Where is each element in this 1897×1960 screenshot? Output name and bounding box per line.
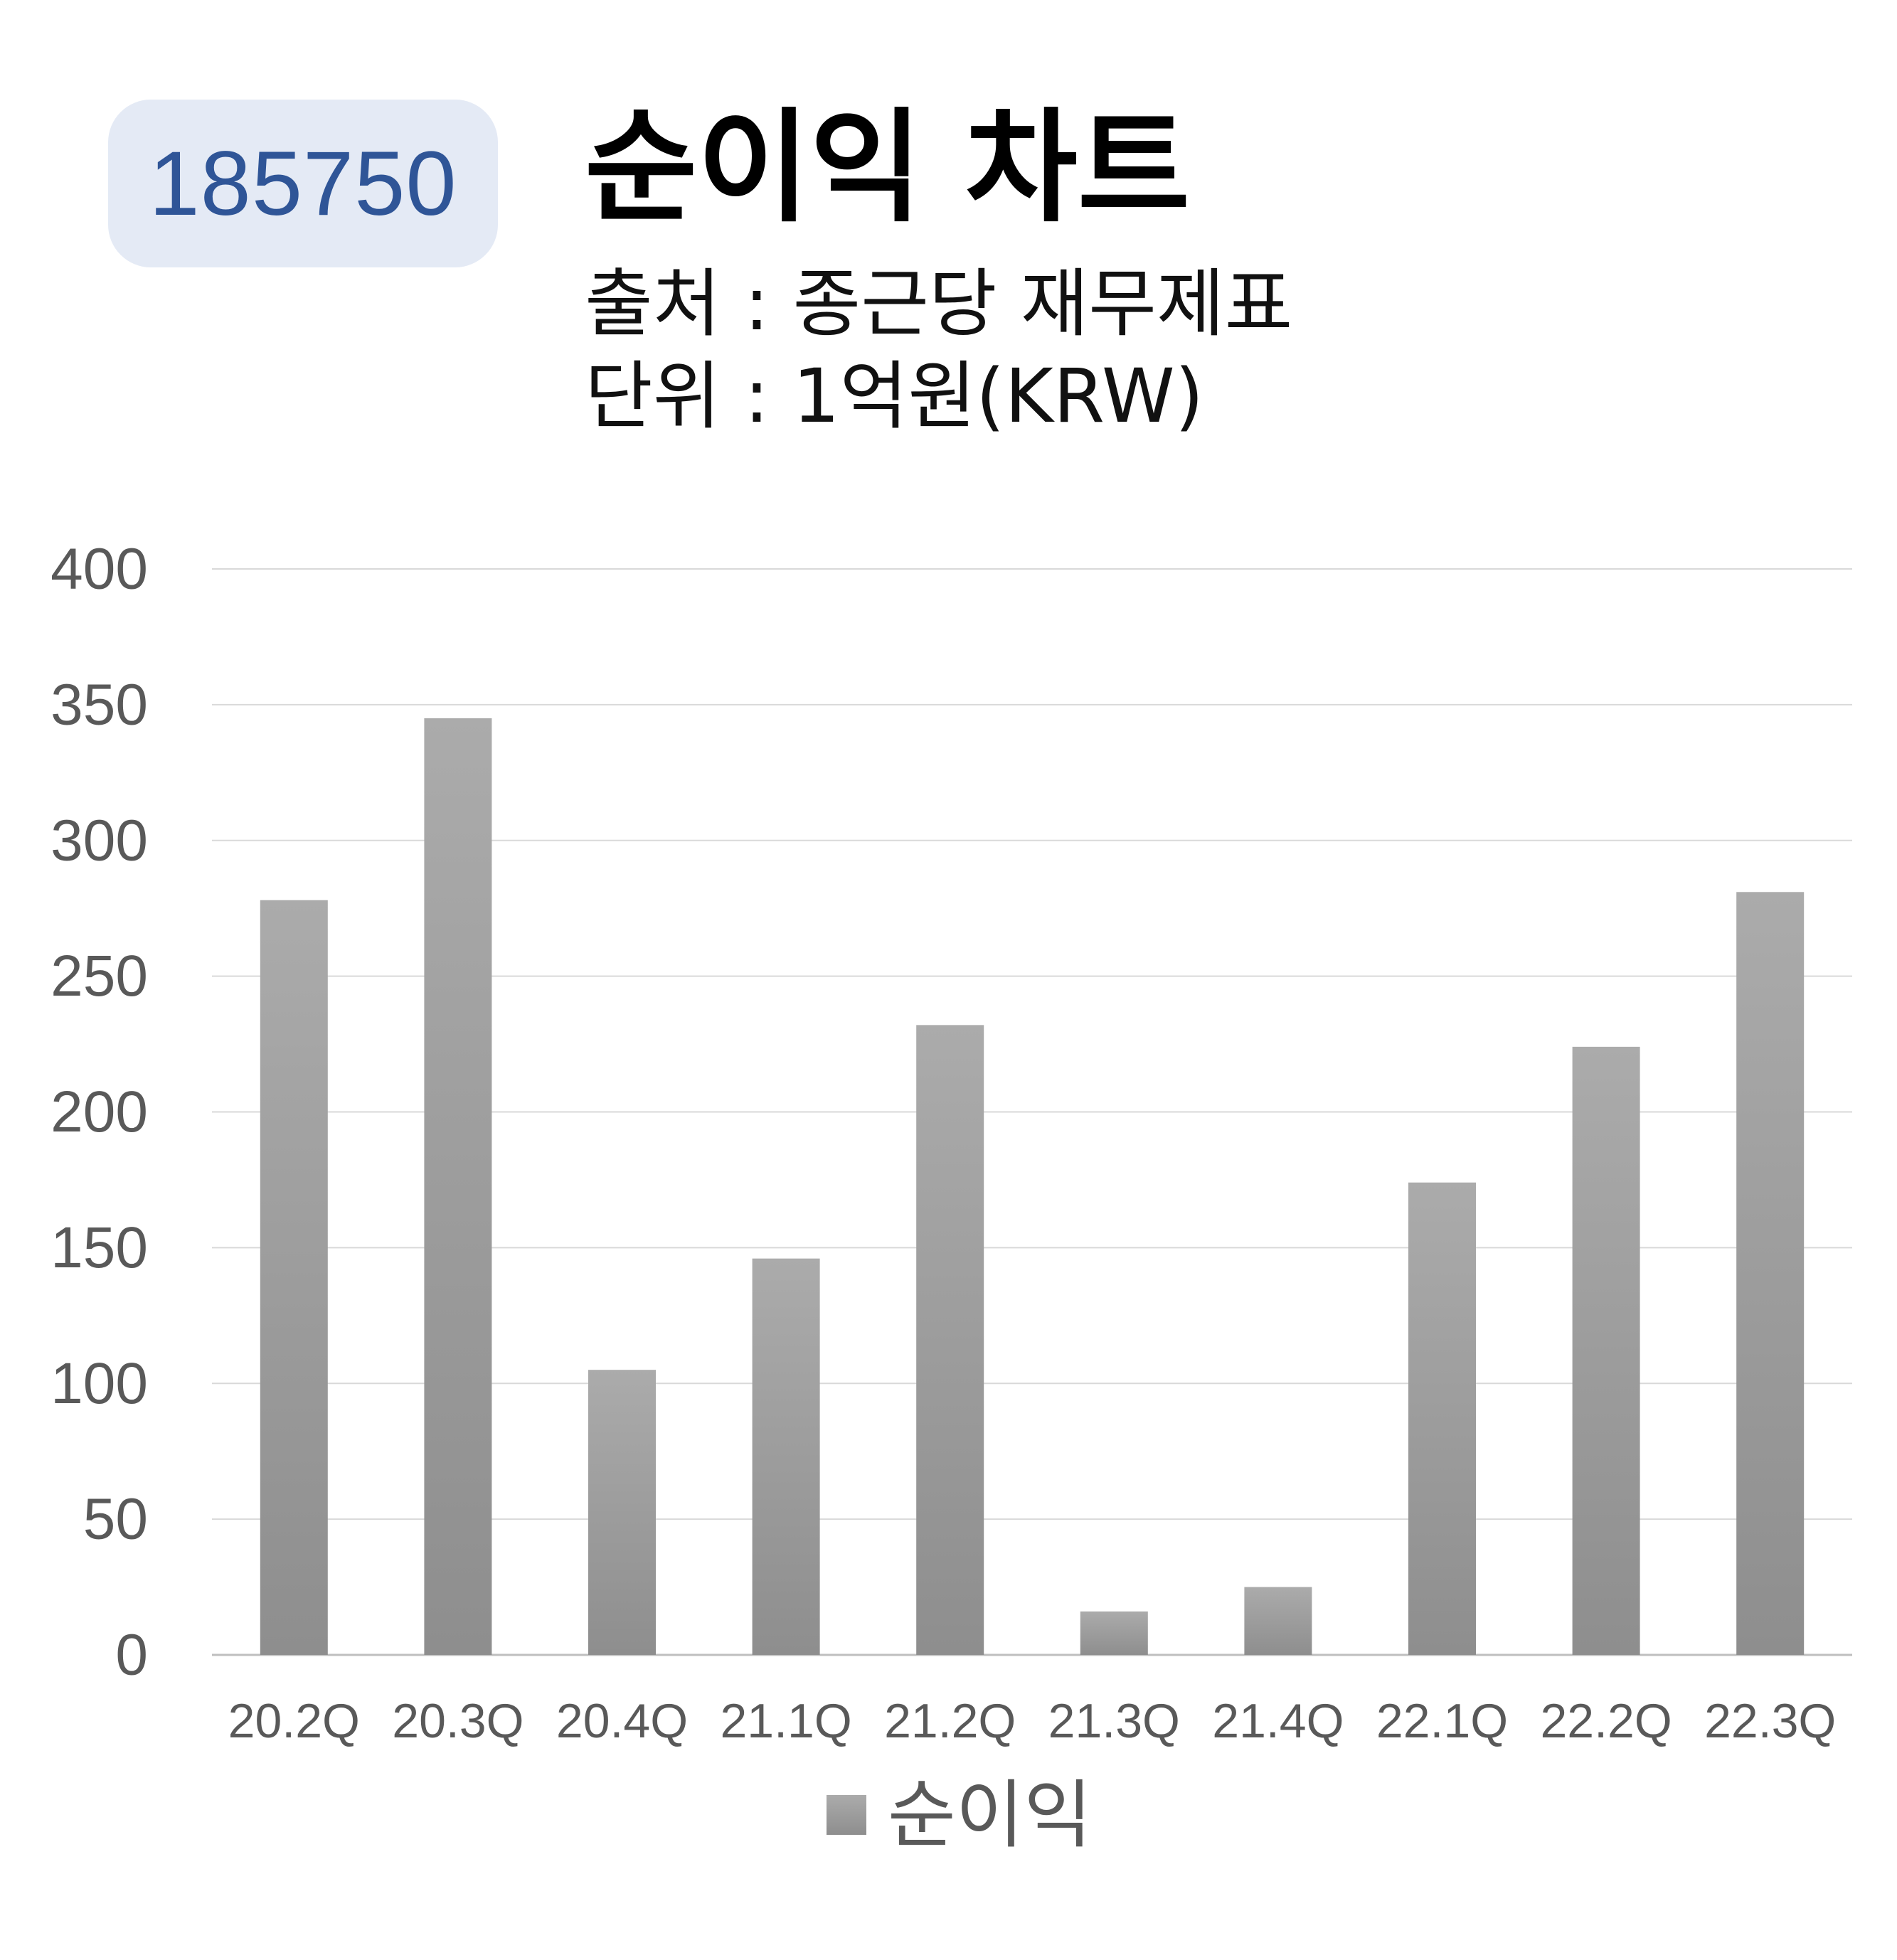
x-tick-label: 20.3Q <box>392 1694 524 1748</box>
x-tick-label: 20.2Q <box>228 1694 360 1748</box>
bar-22.3Q <box>1736 892 1805 1655</box>
y-tick-label: 300 <box>51 808 148 873</box>
x-tick-label: 21.1Q <box>720 1694 851 1748</box>
x-tick-label: 21.2Q <box>884 1694 1016 1748</box>
bar-21.3Q <box>1080 1611 1148 1655</box>
source-label: 출처 : 종근당 재무제표 <box>585 260 1293 347</box>
y-tick-label: 400 <box>51 537 148 602</box>
x-tick-label: 22.2Q <box>1540 1694 1672 1748</box>
y-tick-label: 100 <box>51 1351 148 1416</box>
stock-code-badge: 185750 <box>108 100 498 267</box>
bar-21.1Q <box>752 1258 820 1655</box>
legend-swatch <box>827 1795 866 1835</box>
x-axis-ticks: 20.2Q 20.3Q 20.4Q 21.1Q 21.2Q 21.3Q 21.4Q 22.1Q… <box>228 1694 1837 1748</box>
x-tick-label: 21.3Q <box>1048 1694 1180 1748</box>
y-tick-label: 0 <box>115 1623 148 1688</box>
chart-title: 순이익 차트 <box>585 96 1191 239</box>
bars <box>260 718 1805 1655</box>
bar-21.4Q <box>1244 1587 1312 1655</box>
bar-21.2Q <box>916 1025 984 1655</box>
unit-label: 단위 : 1억원(KRW) <box>585 353 1204 440</box>
legend: 순이익 <box>827 1778 1092 1852</box>
bar-20.4Q <box>588 1370 656 1655</box>
y-tick-label: 350 <box>51 672 148 737</box>
x-tick-label: 21.4Q <box>1212 1694 1344 1748</box>
x-tick-label: 22.3Q <box>1704 1694 1836 1748</box>
bar-20.3Q <box>424 718 492 1655</box>
x-tick-label: 22.1Q <box>1376 1694 1508 1748</box>
y-tick-label: 250 <box>51 944 148 1008</box>
bar-22.2Q <box>1572 1046 1640 1655</box>
y-tick-label: 50 <box>83 1487 148 1552</box>
bar-20.2Q <box>260 900 328 1655</box>
legend-label: 순이익 <box>888 1772 1093 1858</box>
x-tick-label: 20.4Q <box>556 1694 688 1748</box>
y-tick-label: 150 <box>51 1215 148 1280</box>
y-axis-ticks: 0 50 100 150 200 250 300 350 400 <box>51 537 148 1688</box>
y-tick-label: 200 <box>51 1080 148 1144</box>
bar-22.1Q <box>1408 1182 1476 1655</box>
